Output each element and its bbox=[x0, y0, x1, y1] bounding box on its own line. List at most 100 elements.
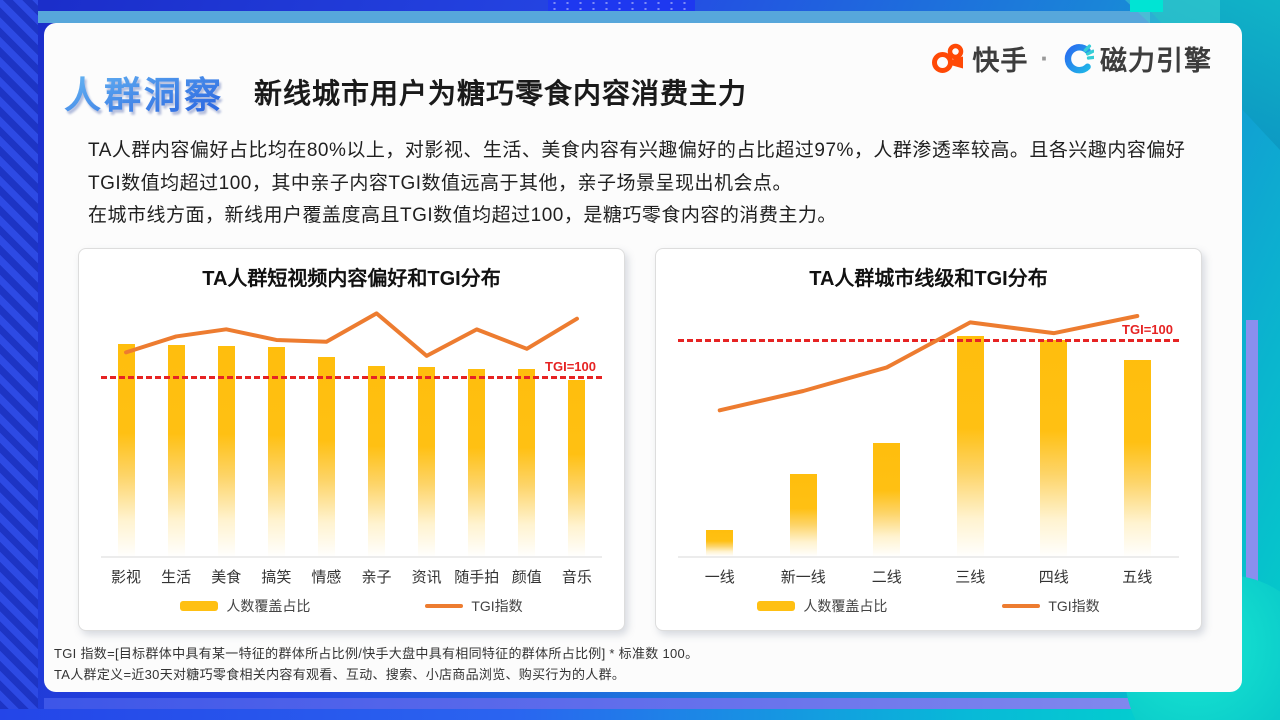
bar-slot bbox=[762, 301, 846, 556]
bar-slot bbox=[251, 301, 301, 556]
bar-slot bbox=[1012, 301, 1096, 556]
legend-label: 人数覆盖占比 bbox=[803, 598, 888, 614]
slide-content: 人群洞察 新线城市用户为糖巧零食内容消费主力 快手 · 磁力引擎 TA人群内容偏… bbox=[44, 23, 1242, 692]
legend-label: TGI指数 bbox=[471, 598, 523, 614]
bar-slot bbox=[929, 301, 1013, 556]
section-badge: 人群洞察 bbox=[64, 65, 224, 119]
top-teal-rect bbox=[1130, 0, 1163, 12]
tgi-line-series bbox=[101, 301, 602, 556]
page-title: 新线城市用户为糖巧零食内容消费主力 bbox=[254, 78, 748, 109]
bar-slot bbox=[201, 301, 251, 556]
chart-plot-area: TGI=100 bbox=[101, 301, 602, 558]
chart-legend: 人数覆盖占比 TGI指数 bbox=[79, 594, 624, 630]
chart-plot-area: TGI=100 bbox=[678, 301, 1179, 558]
magnetic-engine-icon bbox=[1064, 44, 1094, 74]
bar-音乐 bbox=[568, 379, 586, 556]
bar-slot bbox=[151, 301, 201, 556]
bar-series bbox=[678, 301, 1179, 556]
logo-separator: · bbox=[1040, 43, 1049, 73]
bar-slot bbox=[101, 301, 151, 556]
legend-label: 人数覆盖占比 bbox=[226, 598, 311, 614]
bar-一线 bbox=[706, 529, 734, 556]
brand-logos: 快手 · 磁力引擎 bbox=[930, 39, 1212, 78]
top-dotted-strip bbox=[548, 0, 695, 12]
intro-paragraph-1: TA人群内容偏好占比均在80%以上，对影视、生活、美食内容有兴趣偏好的占比超过9… bbox=[88, 140, 1186, 194]
chart-legend: 人数覆盖占比 TGI指数 bbox=[656, 594, 1201, 630]
bar-swatch-icon bbox=[757, 601, 796, 611]
chart-x-axis-labels: 一线 新一线 二线 三线 四线 五线 bbox=[678, 558, 1179, 594]
bar-slot bbox=[678, 301, 762, 556]
bar-三线 bbox=[956, 336, 984, 556]
x-axis-label-三线: 三线 bbox=[955, 568, 986, 586]
bar-slot bbox=[452, 301, 502, 556]
legend-item-人数覆盖占比: 人数覆盖占比 bbox=[757, 596, 887, 616]
x-axis-label-随手拍: 随手拍 bbox=[454, 568, 500, 586]
kuaishou-icon bbox=[932, 43, 964, 73]
legend-item-TGI指数: TGI指数 bbox=[1002, 596, 1100, 616]
bar-四线 bbox=[1040, 339, 1068, 556]
bar-slot bbox=[1096, 301, 1180, 556]
tgi-reference-line bbox=[678, 338, 1179, 342]
x-axis-label-五线: 五线 bbox=[1122, 568, 1153, 586]
bar-影视 bbox=[117, 344, 135, 556]
bar-新一线 bbox=[789, 474, 817, 556]
bar-五线 bbox=[1123, 359, 1151, 556]
footnote-tgi-definition: TGI 指数=[目标群体中具有某一特征的群体所占比例/快手大盘中具有相同特征的群… bbox=[54, 646, 699, 662]
chart-x-axis-labels: 影视 生活 美食 搞笑 情感 亲子 资讯 随手拍 颜值 音乐 bbox=[101, 558, 602, 594]
tgi-reference-label: TGI=100 bbox=[545, 358, 596, 374]
x-axis-label-二线: 二线 bbox=[871, 568, 902, 586]
x-axis-label-颜值: 颜值 bbox=[511, 568, 542, 586]
content-preference-chart-card: TA人群短视频内容偏好和TGI分布 TGI=100 影视 生活 美食 搞笑 情感 亲子 资讯… bbox=[78, 248, 625, 631]
slide-header: 人群洞察 新线城市用户为糖巧零食内容消费主力 bbox=[64, 65, 747, 119]
footnotes: TGI 指数=[目标群体中具有某一特征的群体所占比例/快手大盘中具有相同特征的群… bbox=[54, 644, 698, 686]
x-axis-label-美食: 美食 bbox=[211, 568, 242, 586]
legend-item-TGI指数: TGI指数 bbox=[425, 596, 523, 616]
line-swatch-icon bbox=[425, 604, 464, 608]
bottom-inner-band bbox=[44, 698, 1266, 710]
magnetic-engine-logo-text: 磁力引擎 bbox=[1100, 46, 1212, 76]
bar-生活 bbox=[167, 345, 185, 556]
x-axis-label-资讯: 资讯 bbox=[411, 568, 442, 586]
intro-paragraph-2: 在城市线方面，新线用户覆盖度高且TGI数值均超过100，是糖巧零食内容的消费主力… bbox=[88, 205, 837, 227]
legend-item-人数覆盖占比: 人数覆盖占比 bbox=[180, 596, 310, 616]
x-axis-label-生活: 生活 bbox=[161, 568, 192, 586]
bar-搞笑 bbox=[267, 347, 285, 556]
chart-title: TA人群短视频内容偏好和TGI分布 bbox=[202, 268, 501, 290]
x-axis-label-影视: 影视 bbox=[111, 568, 142, 586]
bar-series bbox=[101, 301, 602, 556]
bar-颜值 bbox=[518, 369, 536, 556]
bar-slot bbox=[502, 301, 552, 556]
left-stripe-border bbox=[0, 0, 38, 720]
line-swatch-icon bbox=[1002, 604, 1041, 608]
bar-美食 bbox=[217, 346, 235, 556]
bar-二线 bbox=[873, 443, 901, 556]
bar-slot bbox=[351, 301, 401, 556]
footnote-ta-definition: TA人群定义=近30天对糖巧零食相关内容有观看、互动、搜索、小店商品浏览、购买行… bbox=[54, 667, 626, 683]
bar-swatch-icon bbox=[180, 601, 219, 611]
x-axis-label-亲子: 亲子 bbox=[361, 568, 392, 586]
top-skyblue-band bbox=[38, 11, 1150, 23]
x-axis-label-情感: 情感 bbox=[311, 568, 342, 586]
x-axis-label-四线: 四线 bbox=[1038, 568, 1069, 586]
kuaishou-logo-text: 快手 bbox=[972, 46, 1029, 76]
bar-资讯 bbox=[418, 366, 436, 556]
tgi-line-series bbox=[678, 301, 1179, 556]
bar-slot bbox=[552, 301, 602, 556]
bottom-strip bbox=[0, 709, 1280, 720]
tgi-reference-line bbox=[101, 375, 602, 379]
x-axis-label-新一线: 新一线 bbox=[780, 568, 826, 586]
x-axis-label-搞笑: 搞笑 bbox=[261, 568, 292, 586]
bar-slot bbox=[402, 301, 452, 556]
intro-paragraphs: TA人群内容偏好占比均在80%以上，对影视、生活、美食内容有兴趣偏好的占比超过9… bbox=[88, 135, 1206, 233]
legend-label: TGI指数 bbox=[1048, 598, 1100, 614]
chart-title: TA人群城市线级和TGI分布 bbox=[809, 268, 1048, 290]
bar-随手拍 bbox=[468, 369, 486, 556]
bar-情感 bbox=[317, 357, 335, 556]
city-tier-chart-card: TA人群城市线级和TGI分布 TGI=100 一线 新一线 二线 三线 四线 五线 人数覆… bbox=[655, 248, 1202, 631]
bar-slot bbox=[301, 301, 351, 556]
bar-亲子 bbox=[368, 365, 386, 556]
tgi-reference-label: TGI=100 bbox=[1122, 321, 1173, 337]
x-axis-label-一线: 一线 bbox=[704, 568, 735, 586]
x-axis-label-音乐: 音乐 bbox=[561, 568, 592, 586]
